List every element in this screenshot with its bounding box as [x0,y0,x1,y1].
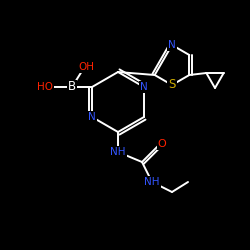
Text: NH: NH [110,147,126,157]
Text: N: N [140,82,148,92]
Text: N: N [88,112,96,122]
Text: NH: NH [144,177,160,187]
Text: HO: HO [37,82,53,92]
Text: OH: OH [78,62,94,72]
Text: B: B [68,80,76,94]
Text: S: S [168,78,176,92]
Text: O: O [158,139,166,149]
Text: N: N [168,40,176,50]
